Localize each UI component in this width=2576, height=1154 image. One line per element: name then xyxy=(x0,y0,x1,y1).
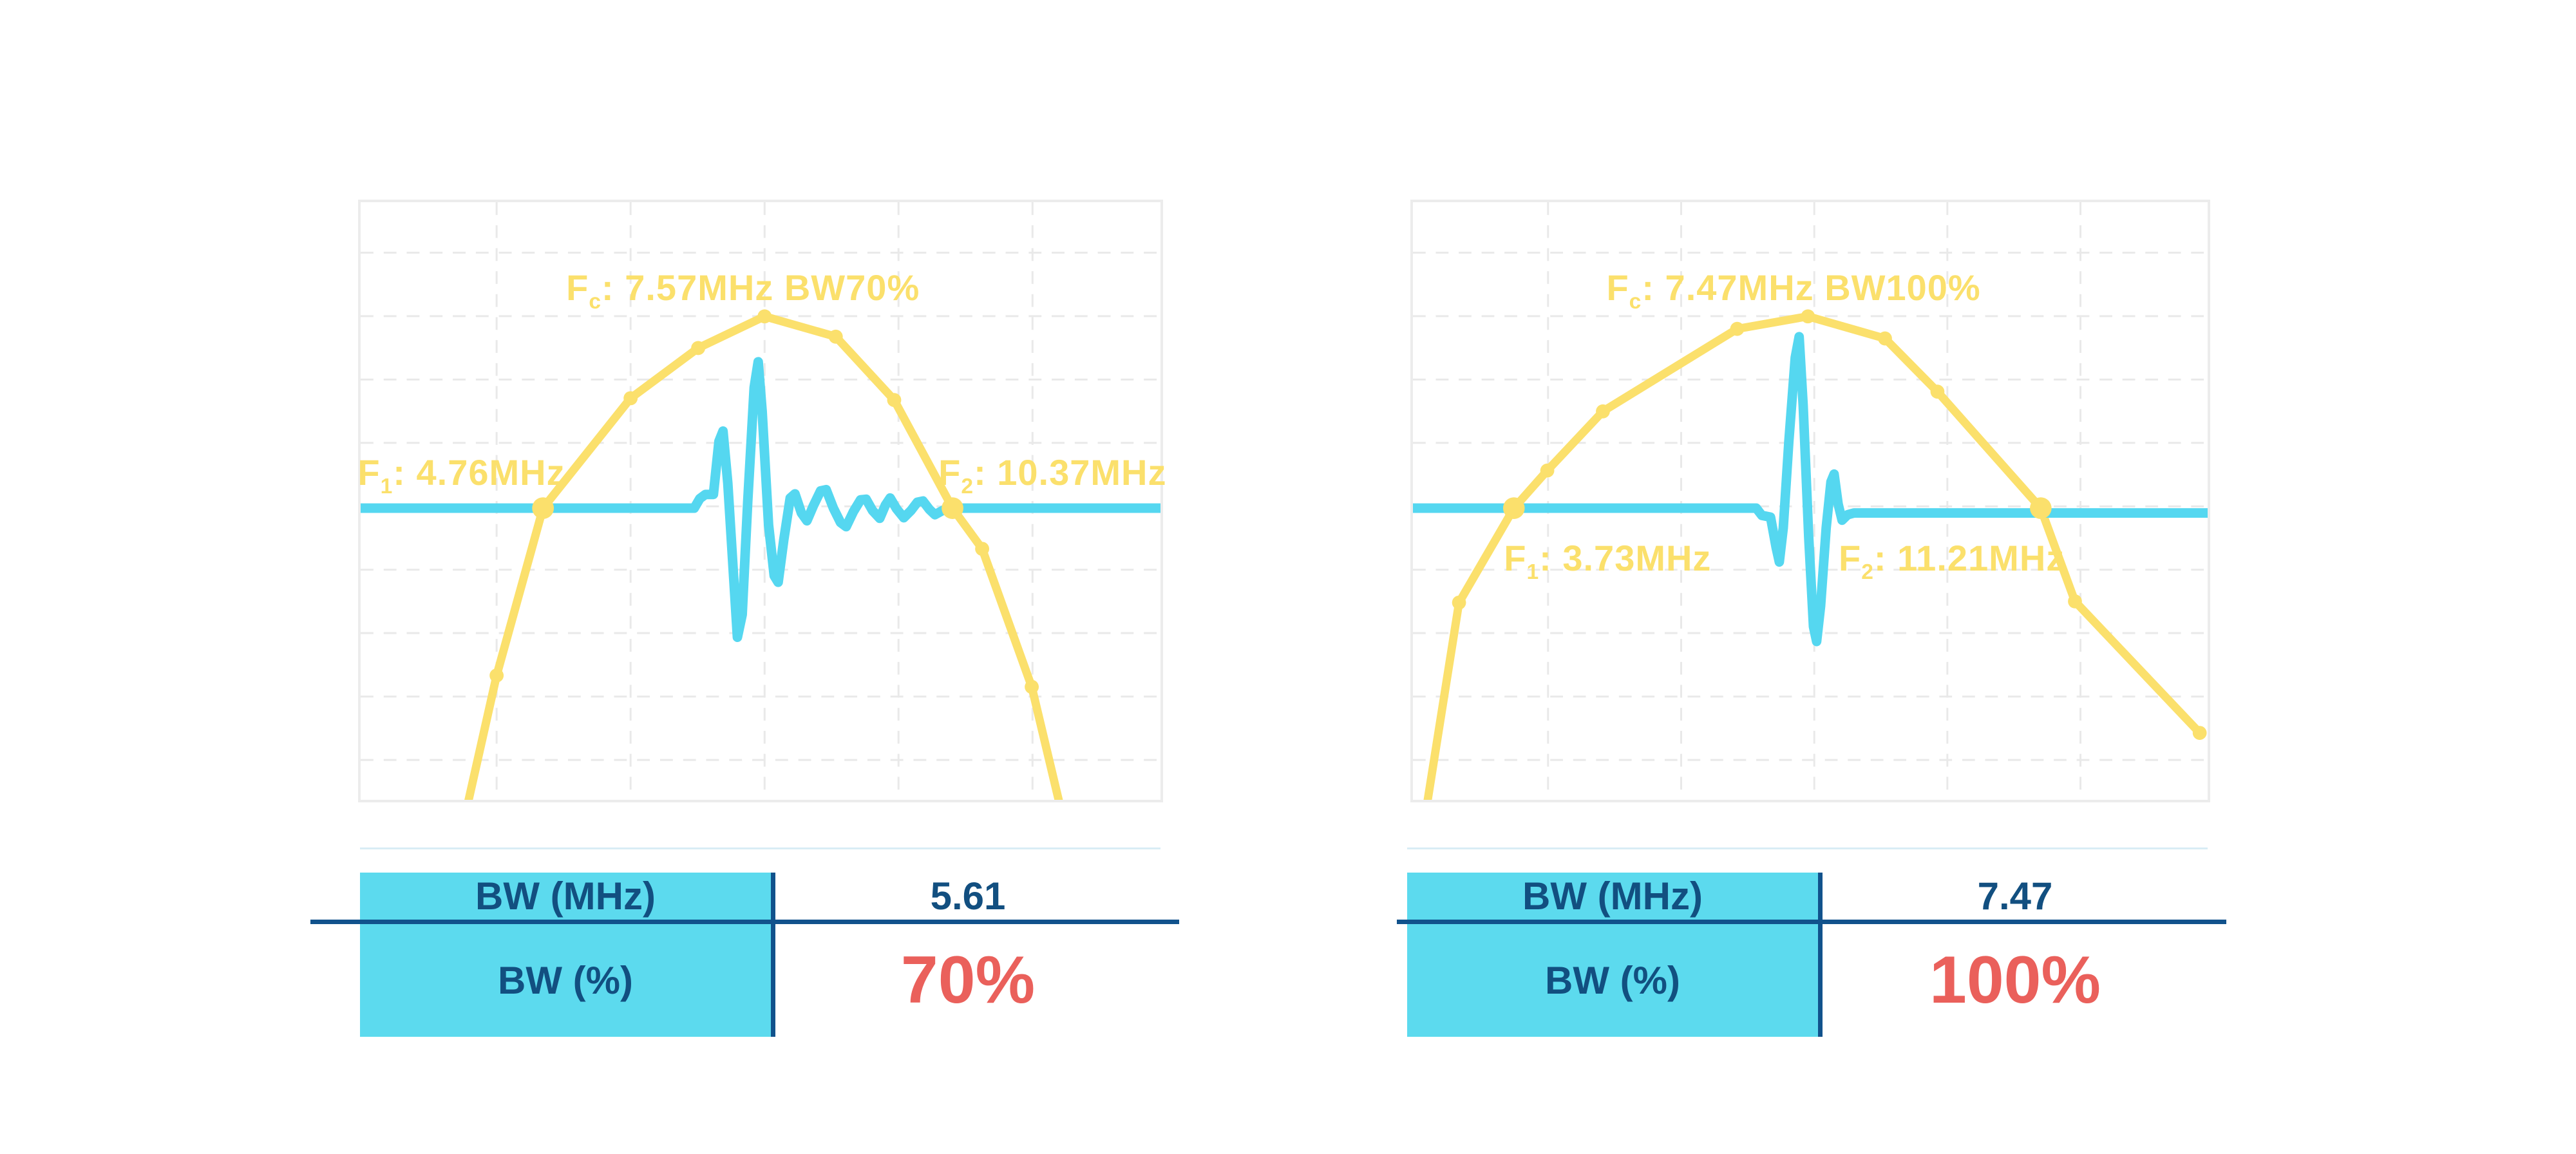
label-column-background xyxy=(360,873,771,1037)
bw-pct-label-cell: BW (%) xyxy=(498,959,633,1002)
bw-mhz-label-cell: BW (MHz) xyxy=(1522,875,1703,918)
column-divider xyxy=(1818,873,1823,1037)
label-column-background xyxy=(1407,873,1818,1037)
bw-pct-value-cell: 100% xyxy=(1929,943,2101,1017)
spectrum-chart-bw100: Fc: 7.47MHz BW100% F1: 3.73MHz F2: 11.21… xyxy=(1410,200,2210,802)
bandwidth-table-right: BW (MHz) 7.47 BW (%) 100% xyxy=(1397,847,2226,1037)
column-divider xyxy=(771,873,775,1037)
row-divider xyxy=(310,920,1179,924)
table-top-border xyxy=(1407,847,2208,849)
table-top-border xyxy=(360,847,1160,849)
f1-label: F1: 3.73MHz xyxy=(1504,537,1712,584)
spectrum-plot-svg xyxy=(1413,202,2208,800)
f1-label: F1: 4.76MHz xyxy=(357,452,565,498)
fc-title-label: Fc: 7.47MHz BW100% xyxy=(1606,267,1981,314)
bw-mhz-value-cell: 7.47 xyxy=(1977,875,2053,918)
f2-label: F2: 11.21MHz xyxy=(1839,537,2065,584)
bw-mhz-label-cell: BW (MHz) xyxy=(475,875,656,918)
bandwidth-table-left: BW (MHz) 5.61 BW (%) 70% xyxy=(310,847,1179,1037)
bw-mhz-value-cell: 5.61 xyxy=(930,875,1006,918)
bw-pct-value-cell: 70% xyxy=(900,943,1036,1017)
bw-pct-label-cell: BW (%) xyxy=(1545,959,1680,1002)
f2-label: F2: 10.37MHz xyxy=(938,452,1167,498)
spectrum-plot-svg xyxy=(361,202,1160,800)
row-divider xyxy=(1397,920,2226,924)
fc-title-label: Fc: 7.57MHz BW70% xyxy=(566,267,920,314)
spectrum-chart-bw70: Fc: 7.57MHz BW70% F1: 4.76MHz F2: 10.37M… xyxy=(357,200,1167,802)
